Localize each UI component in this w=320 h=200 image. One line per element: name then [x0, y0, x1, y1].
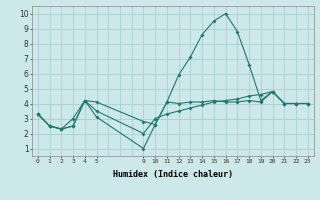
- X-axis label: Humidex (Indice chaleur): Humidex (Indice chaleur): [113, 170, 233, 179]
